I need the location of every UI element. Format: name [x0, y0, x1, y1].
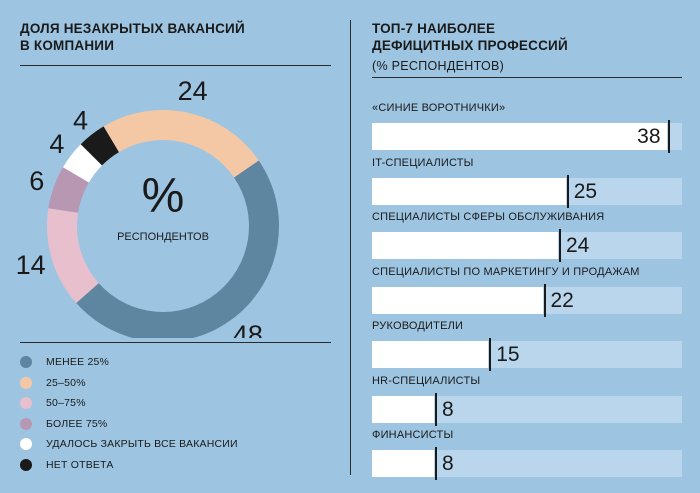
bar-row: СПЕЦИАЛИСТЫ СФЕРЫ ОБСЛУЖИВАНИЯ 24 [372, 209, 682, 262]
bar-row: СПЕЦИАЛИСТЫ ПО МАРКЕТИНГУ И ПРОДАЖАМ 22 [372, 264, 682, 317]
donut-title-line1: ДОЛЯ НЕЗАКРЫТЫХ ВАКАНСИЙ [20, 21, 245, 36]
bar-row: IT-СПЕЦИАЛИСТЫ 25 [372, 155, 682, 208]
donut-slice-no-answer [80, 126, 119, 166]
donut-legend: МЕНЕЕ 25% 25–50% 50–75% БОЛЕЕ 75% УДАЛОСЬ ЗА… [20, 352, 238, 475]
donut-label-25-50: 24 [178, 76, 208, 106]
bar-track: 24 [372, 229, 682, 262]
bar-category-label: СПЕЦИАЛИСТЫ СФЕРЫ ОБСЛУЖИВАНИЯ [372, 211, 605, 223]
legend-swatch [20, 458, 32, 471]
bar-track: 38 [372, 120, 682, 153]
bar-value-label: 15 [496, 343, 520, 366]
bar-end-marker [566, 174, 569, 208]
right-title-rule [372, 77, 682, 78]
donut-label-gt75: 6 [29, 166, 44, 196]
legend-label: 25–50% [46, 376, 86, 389]
legend-swatch [20, 356, 32, 369]
bar-title-line2: ДЕФИЦИТНЫХ ПРОФЕССИЙ [372, 38, 568, 53]
bar-fill [372, 232, 558, 259]
donut-title: ДОЛЯ НЕЗАКРЫТЫХ ВАКАНСИЙ В КОМПАНИИ [20, 20, 245, 54]
bar-title: ТОП-7 НАИБОЛЕЕ ДЕФИЦИТНЫХ ПРОФЕССИЙ [372, 20, 568, 54]
bar-track: 8 [372, 392, 682, 426]
left-legend-rule [20, 342, 331, 343]
bar-value-label: 38 [637, 125, 661, 148]
legend-item: НЕТ ОТВЕТА [20, 455, 238, 476]
legend-label: УДАЛОСЬ ЗАКРЫТЬ ВСЕ ВАКАНСИИ [46, 438, 238, 451]
bar-end-marker [435, 447, 437, 480]
donut-slice-gt75 [48, 167, 89, 213]
donut-slice-25-50 [103, 110, 259, 178]
legend-item: 25–50% [20, 373, 238, 394]
bar-row: HR-СПЕЦИАЛИСТЫ 8 [372, 373, 682, 426]
bar-track: 22 [372, 283, 682, 317]
left-title-rule [20, 65, 331, 66]
bar-end-marker [435, 392, 437, 426]
bar-value-label: 24 [566, 234, 590, 257]
bar-category-label: ФИНАНСИСТЫ [372, 429, 454, 441]
bar-end-marker [667, 120, 670, 153]
legend-label: БОЛЕЕ 75% [46, 417, 108, 430]
bar-end-marker [559, 229, 561, 262]
donut-label-lt25: 48 [233, 320, 263, 338]
bar-value-label: 22 [550, 288, 574, 312]
bar-category-label: IT-СПЕЦИАЛИСТЫ [372, 156, 474, 169]
legend-item: БОЛЕЕ 75% [20, 414, 238, 435]
bar-row: ФИНАНСИСТЫ 8 [372, 427, 682, 480]
donut-label-50-75: 14 [16, 250, 46, 280]
bar-category-label: HR-СПЕЦИАЛИСТЫ [372, 374, 481, 387]
bar-subtitle: (% РЕСПОНДЕНТОВ) [372, 59, 505, 73]
donut-title-line2: В КОМПАНИИ [20, 38, 115, 53]
bar-row: РУКОВОДИТЕЛИ 15 [372, 318, 682, 371]
bar-end-marker [489, 338, 492, 371]
donut-slice-closed-all [62, 144, 103, 183]
legend-item: 50–75% [20, 393, 238, 414]
donut-label-no-answer: 4 [73, 105, 88, 135]
bar-fill [372, 341, 489, 368]
legend-swatch [20, 376, 32, 389]
legend-label: МЕНЕЕ 25% [46, 356, 110, 369]
bar-track: 15 [372, 338, 682, 371]
legend-label: 50–75% [46, 397, 86, 410]
bar-value-label: 8 [442, 397, 454, 421]
legend-item: УДАЛОСЬ ЗАКРЫТЬ ВСЕ ВАКАНСИИ [20, 434, 238, 455]
bar-fill [372, 286, 543, 314]
legend-swatch [20, 417, 32, 430]
legend-label: НЕТ ОТВЕТА [46, 458, 114, 471]
bar-fill [372, 123, 667, 150]
bar-value-label: 25 [573, 179, 598, 203]
bar-track: 25 [372, 174, 682, 208]
donut-slice-lt25 [76, 160, 279, 338]
panel-divider [350, 20, 351, 475]
bar-fill [372, 450, 434, 477]
legend-swatch [20, 438, 32, 451]
bar-title-line1: ТОП-7 НАИБОЛЕЕ [372, 21, 496, 36]
donut-label-closed-all: 4 [49, 129, 64, 159]
bar-category-label: РУКОВОДИТЕЛИ [372, 320, 464, 332]
bar-fill [372, 177, 566, 205]
bar-end-marker [543, 283, 546, 317]
bar-row: «СИНИЕ ВОРОТНИЧКИ» 38 [372, 100, 682, 153]
donut-center-symbol: % [142, 170, 185, 223]
bar-value-label: 8 [442, 452, 454, 475]
donut-slice-50-75 [47, 208, 99, 303]
donut-center-label: РЕСПОНДЕНТОВ [117, 231, 209, 243]
legend-item: МЕНЕЕ 25% [20, 352, 238, 373]
bar-category-label: «СИНИЕ ВОРОТНИЧКИ» [372, 102, 506, 114]
bar-fill [372, 395, 434, 423]
bar-track: 8 [372, 447, 682, 480]
legend-swatch [20, 397, 32, 410]
bar-category-label: СПЕЦИАЛИСТЫ ПО МАРКЕТИНГУ И ПРОДАЖАМ [372, 265, 640, 278]
